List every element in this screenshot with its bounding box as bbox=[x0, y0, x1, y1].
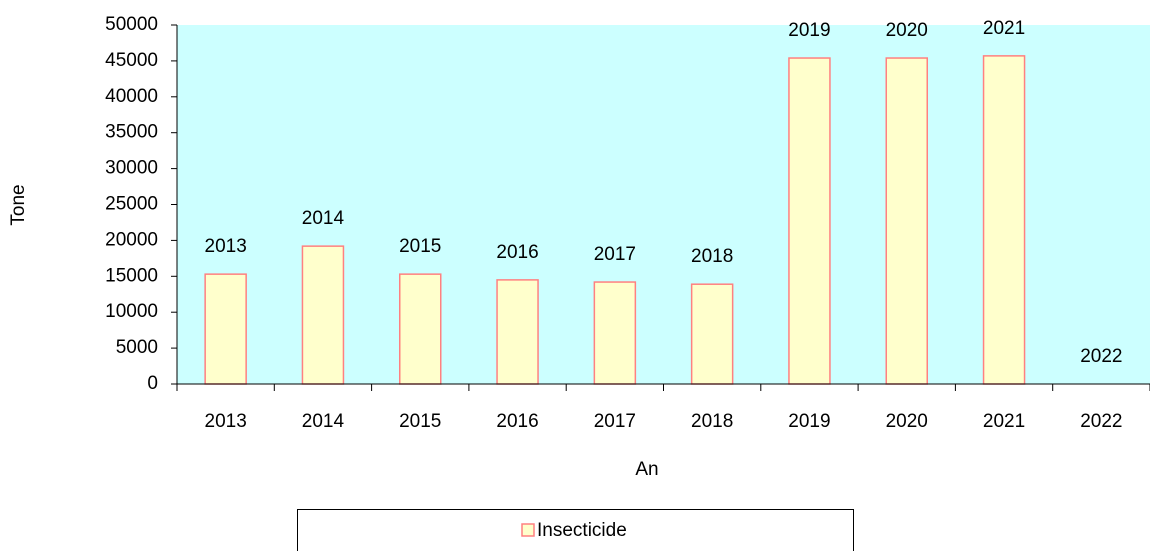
x-tick-label: 2019 bbox=[788, 411, 830, 432]
y-tick-label: 20000 bbox=[105, 229, 158, 250]
y-tick-label: 30000 bbox=[105, 158, 158, 179]
data-label: 2019 bbox=[788, 20, 830, 41]
y-tick-label: 25000 bbox=[105, 194, 158, 215]
y-tick-label: 15000 bbox=[105, 265, 158, 286]
x-tick-label: 2015 bbox=[399, 411, 441, 432]
legend-label: Insecticide bbox=[537, 520, 627, 541]
y-tick-label: 45000 bbox=[105, 50, 158, 71]
bar bbox=[885, 57, 928, 385]
y-tick-label: 40000 bbox=[105, 86, 158, 107]
x-tick-label: 2022 bbox=[1080, 411, 1122, 432]
data-label: 2018 bbox=[691, 246, 733, 267]
legend-swatch bbox=[521, 523, 535, 537]
data-label: 2016 bbox=[496, 242, 538, 263]
bar bbox=[496, 279, 539, 385]
data-label: 2015 bbox=[399, 236, 441, 257]
y-tick-label: 50000 bbox=[105, 14, 158, 35]
x-axis-label: An bbox=[635, 459, 658, 480]
bar bbox=[690, 283, 734, 385]
x-tick-label: 2016 bbox=[496, 411, 538, 432]
bar bbox=[788, 57, 831, 385]
y-axis-label: Tone bbox=[8, 184, 29, 225]
bar bbox=[301, 245, 345, 385]
data-label: 2021 bbox=[983, 18, 1025, 39]
legend bbox=[297, 509, 854, 551]
bar bbox=[593, 281, 637, 385]
y-tick-label: 0 bbox=[147, 373, 158, 394]
x-tick-label: 2017 bbox=[594, 411, 636, 432]
x-tick-label: 2013 bbox=[205, 411, 247, 432]
y-tick-label: 35000 bbox=[105, 122, 158, 143]
bar bbox=[399, 273, 442, 385]
bar bbox=[204, 273, 247, 385]
y-tick-label: 10000 bbox=[105, 301, 158, 322]
data-label: 2013 bbox=[205, 236, 247, 257]
x-tick-label: 2018 bbox=[691, 411, 733, 432]
x-tick-label: 2014 bbox=[302, 411, 345, 432]
data-label: 2014 bbox=[302, 208, 345, 229]
data-label: 2020 bbox=[886, 20, 928, 41]
x-tick-label: 2020 bbox=[886, 411, 928, 432]
data-label: 2017 bbox=[594, 244, 636, 265]
bar bbox=[982, 55, 1026, 385]
y-tick-label: 5000 bbox=[116, 337, 158, 358]
x-tick-label: 2021 bbox=[983, 411, 1025, 432]
data-label: 2022 bbox=[1080, 346, 1122, 367]
